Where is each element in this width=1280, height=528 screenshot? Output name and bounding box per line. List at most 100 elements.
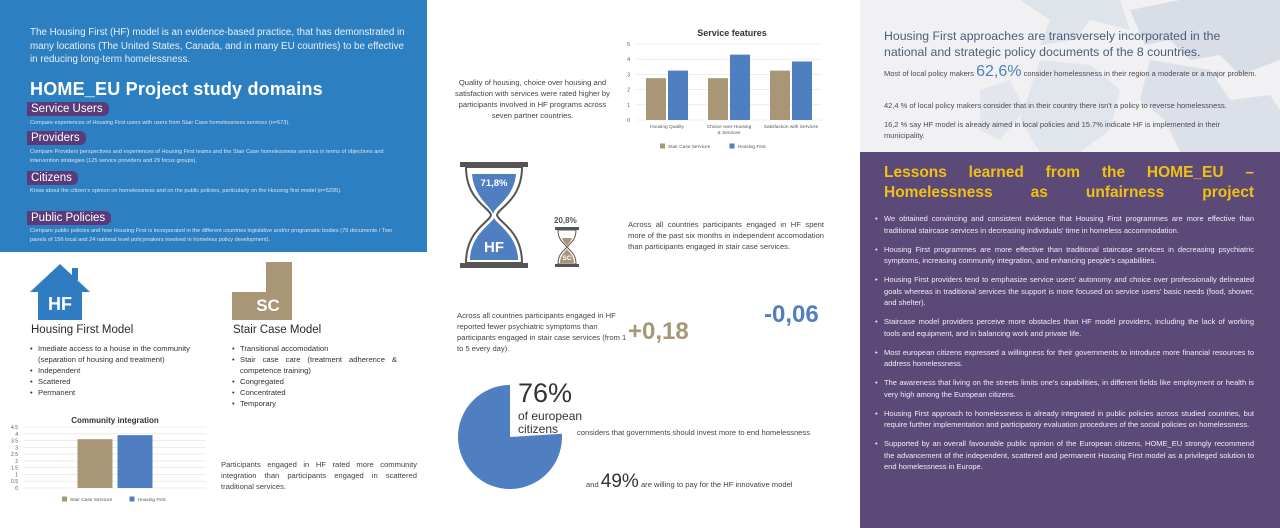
y-tick-label: 4: [15, 432, 18, 438]
domain-desc-service-users: Compare experiences of Housing First use…: [30, 120, 290, 126]
pie-percent: 76%: [518, 378, 573, 408]
x-tick-label: Housing Quality: [650, 124, 684, 130]
domain-label-service-users: Service Users: [27, 102, 109, 116]
bar-stair-case-services: [77, 439, 113, 488]
quality-text: Quality of housing, choice over housing …: [455, 78, 610, 120]
hf-model-item: Permanent: [30, 387, 200, 398]
hourglass-hf-icon: 71,8% HF: [460, 162, 528, 268]
y-tick-label: 2.5: [11, 452, 18, 458]
bar-stair-case-services: [708, 78, 728, 120]
lesson-item: Housing First approach to homelessness i…: [874, 408, 1254, 431]
lesson-item: Most european citizens expressed a willi…: [874, 347, 1254, 370]
pay-line: and 49% are willing to pay for the HF in…: [586, 471, 792, 493]
sc-model-item: Concentrated: [232, 387, 397, 398]
pay-prefix: and: [586, 480, 599, 489]
stat1-prefix: Most of local policy makers: [884, 69, 975, 78]
lessons-title: Lessons learned from the HOME_EU – Homel…: [884, 164, 1254, 201]
domains-title: HOME_EU Project study domains: [30, 79, 323, 99]
legend-swatch: [129, 496, 135, 502]
y-tick-label: 3: [627, 72, 630, 78]
lesson-item: Housing First providers tend to emphasiz…: [874, 274, 1254, 309]
bar-stair-case-services: [770, 70, 790, 120]
hf-model-item: Scattered: [30, 376, 200, 387]
chart-title: Community integration: [71, 416, 159, 425]
hourglass-hf-value: 71,8%: [481, 178, 508, 189]
service-features-chart: Service features 0 1 2 3 4 5 Housing Quality Cho…: [627, 28, 822, 150]
europe-map-image: [980, 0, 1280, 152]
domain-label-citizens: Citizens: [27, 171, 78, 185]
y-tick-label: 0: [627, 118, 630, 124]
y-tick-label: 2: [15, 459, 18, 465]
hf-model-item: Independent: [30, 365, 200, 376]
hf-model-item: Imediate access to a house in the commun…: [30, 343, 200, 365]
house-icon: HF: [30, 264, 90, 320]
hourglass-sc-icon: SC: [555, 227, 579, 267]
sc-model-item: Temporary: [232, 398, 397, 409]
pie-line1: of european: [518, 409, 583, 423]
pie-line2: citizens: [518, 422, 559, 436]
stat1: Most of local policy makers 62,6% consid…: [884, 63, 1259, 80]
y-tick-label: 2: [627, 88, 630, 94]
legend-swatch: [660, 143, 665, 149]
hourglass-sc-value: 20,8%: [554, 216, 577, 225]
x-tick-label: & Services: [718, 130, 742, 136]
x-tick-label: Satisfaction with Services: [764, 124, 819, 130]
stat2: 42,4 % of local policy makers consider t…: [884, 101, 1227, 110]
hourglass-sc-label: SC: [562, 255, 571, 262]
legend-label: Stair Case Services: [668, 144, 711, 150]
hf-model-title: Housing First Model: [31, 324, 134, 336]
hf-icon-text: HF: [48, 294, 72, 314]
domain-desc-public-policies: Compare public policies and how Housing …: [30, 228, 393, 243]
y-tick-label: 4: [627, 57, 630, 63]
left-blue-panel: [0, 0, 427, 252]
sc-model-item: Stair case care (treatment adherence & c…: [232, 354, 397, 376]
psych-text: Across all countries participants engage…: [457, 311, 627, 353]
lesson-item: Staircase model providers perceive more …: [874, 316, 1254, 339]
bar-stair-case-services: [646, 78, 666, 120]
psych-sc-value: +0,18: [628, 318, 689, 345]
intro-text: The Housing First (HF) model is an evide…: [30, 27, 405, 65]
sc-model-item: Transitional accomodation: [232, 343, 397, 354]
x-tick-label: Choice over Housing: [707, 124, 752, 130]
chart-title: Service features: [697, 28, 767, 38]
domain-label-providers: Providers: [27, 131, 86, 145]
bar-housing-first: [117, 435, 153, 488]
hourglass-hf-label: HF: [484, 239, 504, 256]
y-tick-label: 0: [15, 486, 18, 492]
bar-housing-first: [792, 61, 812, 120]
legend-label: Stair Case Services: [70, 497, 113, 503]
stairs-icon: SC: [232, 262, 292, 320]
y-tick-label: 3: [15, 445, 18, 451]
lesson-item: We obtained convincing and consistent ev…: [874, 213, 1254, 236]
legend-label: Housing First: [138, 497, 167, 503]
sc-model-item: Congregated: [232, 376, 397, 387]
stat1-suffix: consider homelessness in their region a …: [1023, 69, 1257, 78]
lesson-item: The awareness that living on the streets…: [874, 377, 1254, 400]
bar-housing-first: [730, 54, 750, 120]
domain-label-public-policies: Public Policies: [27, 211, 112, 225]
lesson-item: Supported by an overall favourable publi…: [874, 438, 1254, 473]
sc-model-title: Stair Case Model: [233, 324, 322, 336]
sc-icon-text: SC: [256, 296, 280, 315]
legend-label: Housing First: [738, 144, 767, 150]
bar-housing-first: [668, 70, 688, 120]
pie-slice: [458, 385, 562, 489]
y-tick-label: 4.5: [11, 425, 18, 431]
pay-text: are willing to pay for the HF innovative…: [640, 480, 793, 489]
y-tick-label: 1: [15, 472, 18, 478]
lessons-list: We obtained convincing and consistent ev…: [874, 213, 1254, 480]
lesson-item: Housing First programmes are more effect…: [874, 244, 1254, 267]
y-tick-label: 5: [627, 42, 630, 48]
domain-desc-citizens: Know about the citizen's opinion on home…: [30, 188, 342, 194]
y-tick-label: 0.5: [11, 479, 18, 485]
psych-hf-value: -0,06: [764, 301, 819, 328]
y-tick-label: 1.5: [11, 466, 18, 472]
legend-swatch: [729, 143, 735, 149]
stat1-value: 62,6%: [976, 63, 1022, 80]
y-tick-label: 1: [627, 103, 630, 109]
hourglass-text: Across all countries participants engage…: [628, 220, 824, 251]
domain-desc-providers: Compare Providers perspectives and exper…: [30, 149, 384, 164]
legend-swatch: [62, 496, 67, 502]
community-integration-chart: Community integration 00.511.522.533.544.…: [11, 416, 206, 503]
pay-percent: 49%: [600, 471, 639, 492]
